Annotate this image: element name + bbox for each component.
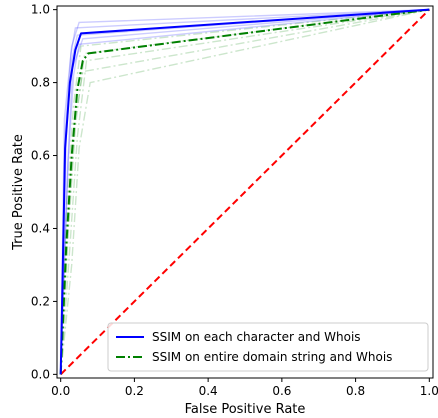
x-tick-label: 1.0 [420,384,438,398]
y-tick-label: 0.4 [31,221,50,235]
legend: SSIM on each character and Whois SSIM on… [107,322,429,372]
green-roc-curve [59,8,430,375]
legend-entry-green: SSIM on entire domain string and Whois [152,350,392,364]
y-tick-label: 1.0 [31,3,50,17]
y-tick-label: 0.6 [31,149,50,163]
chance-diagonal [59,8,431,376]
y-axis-ticks: 0.0 0.2 0.4 0.6 0.8 1.0 [31,3,57,381]
legend-box [107,322,429,372]
x-axis-label: False Positive Rate [185,402,306,417]
mean-curves [59,8,431,376]
x-tick-label: 0.6 [272,384,291,398]
x-tick-label: 0.4 [199,384,218,398]
y-tick-label: 0.0 [31,367,50,381]
plot-frame [56,5,434,379]
fold-curve-6 [60,8,430,375]
y-tick-label: 0.2 [31,294,50,308]
fold-curve-7 [60,8,430,375]
x-tick-label: 0.0 [51,384,70,398]
legend-entry-blue: SSIM on each character and Whois [152,330,361,344]
x-tick-label: 0.8 [346,384,365,398]
fold-curve-9 [60,8,430,375]
x-tick-label: 0.2 [125,384,144,398]
fold-curve-2 [60,8,430,375]
y-tick-label: 0.8 [31,76,50,90]
x-axis-ticks: 0.0 0.2 0.4 0.6 0.8 1.0 [51,378,438,398]
y-axis-label: True Positive Rate [11,134,26,251]
blue-roc-curve [59,8,430,375]
